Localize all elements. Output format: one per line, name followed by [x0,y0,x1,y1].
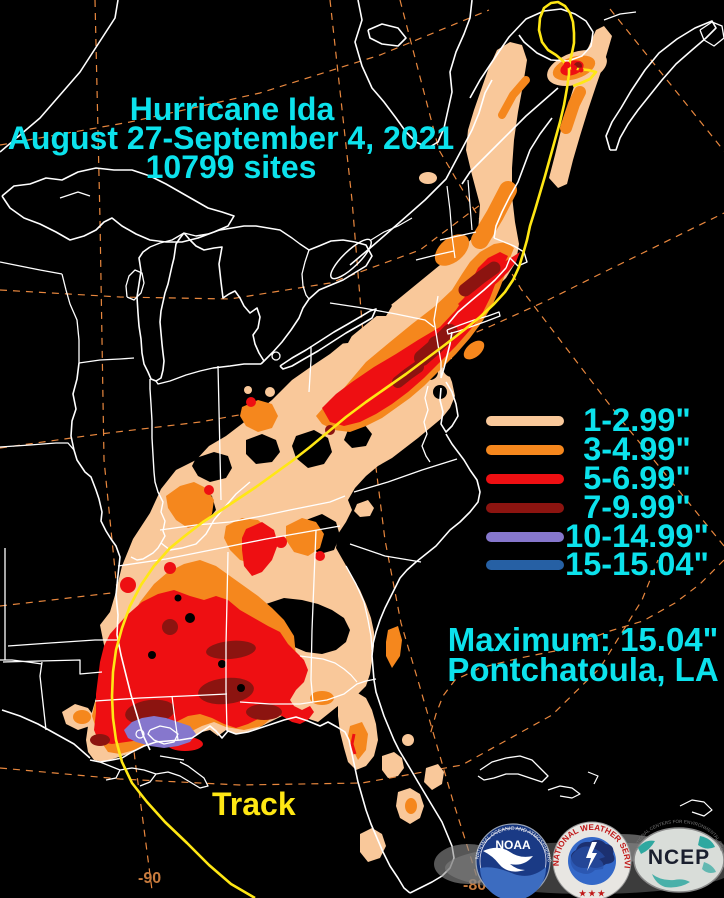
svg-text:Pontchatoula, LA: Pontchatoula, LA [447,651,718,688]
svg-text:10799 sites: 10799 sites [146,149,317,185]
svg-text:5-6.99": 5-6.99" [583,460,691,496]
svg-text:NOAA: NOAA [495,838,531,852]
svg-text:August 27-September 4, 2021: August 27-September 4, 2021 [8,120,454,156]
svg-text:3-4.99": 3-4.99" [583,431,691,467]
svg-text:Hurricane Ida: Hurricane Ida [130,91,335,127]
svg-text:NCEP: NCEP [648,846,710,869]
svg-text:Maximum: 15.04": Maximum: 15.04" [448,621,719,658]
svg-text:★ ★ ★: ★ ★ ★ [579,889,606,898]
svg-text:10-14.99": 10-14.99" [565,518,709,554]
svg-text:Track: Track [212,786,296,822]
svg-text:1-2.99": 1-2.99" [583,402,691,438]
svg-text:-90: -90 [138,870,161,887]
svg-text:7-9.99": 7-9.99" [583,489,691,525]
svg-text:15-15.04": 15-15.04" [565,546,709,582]
